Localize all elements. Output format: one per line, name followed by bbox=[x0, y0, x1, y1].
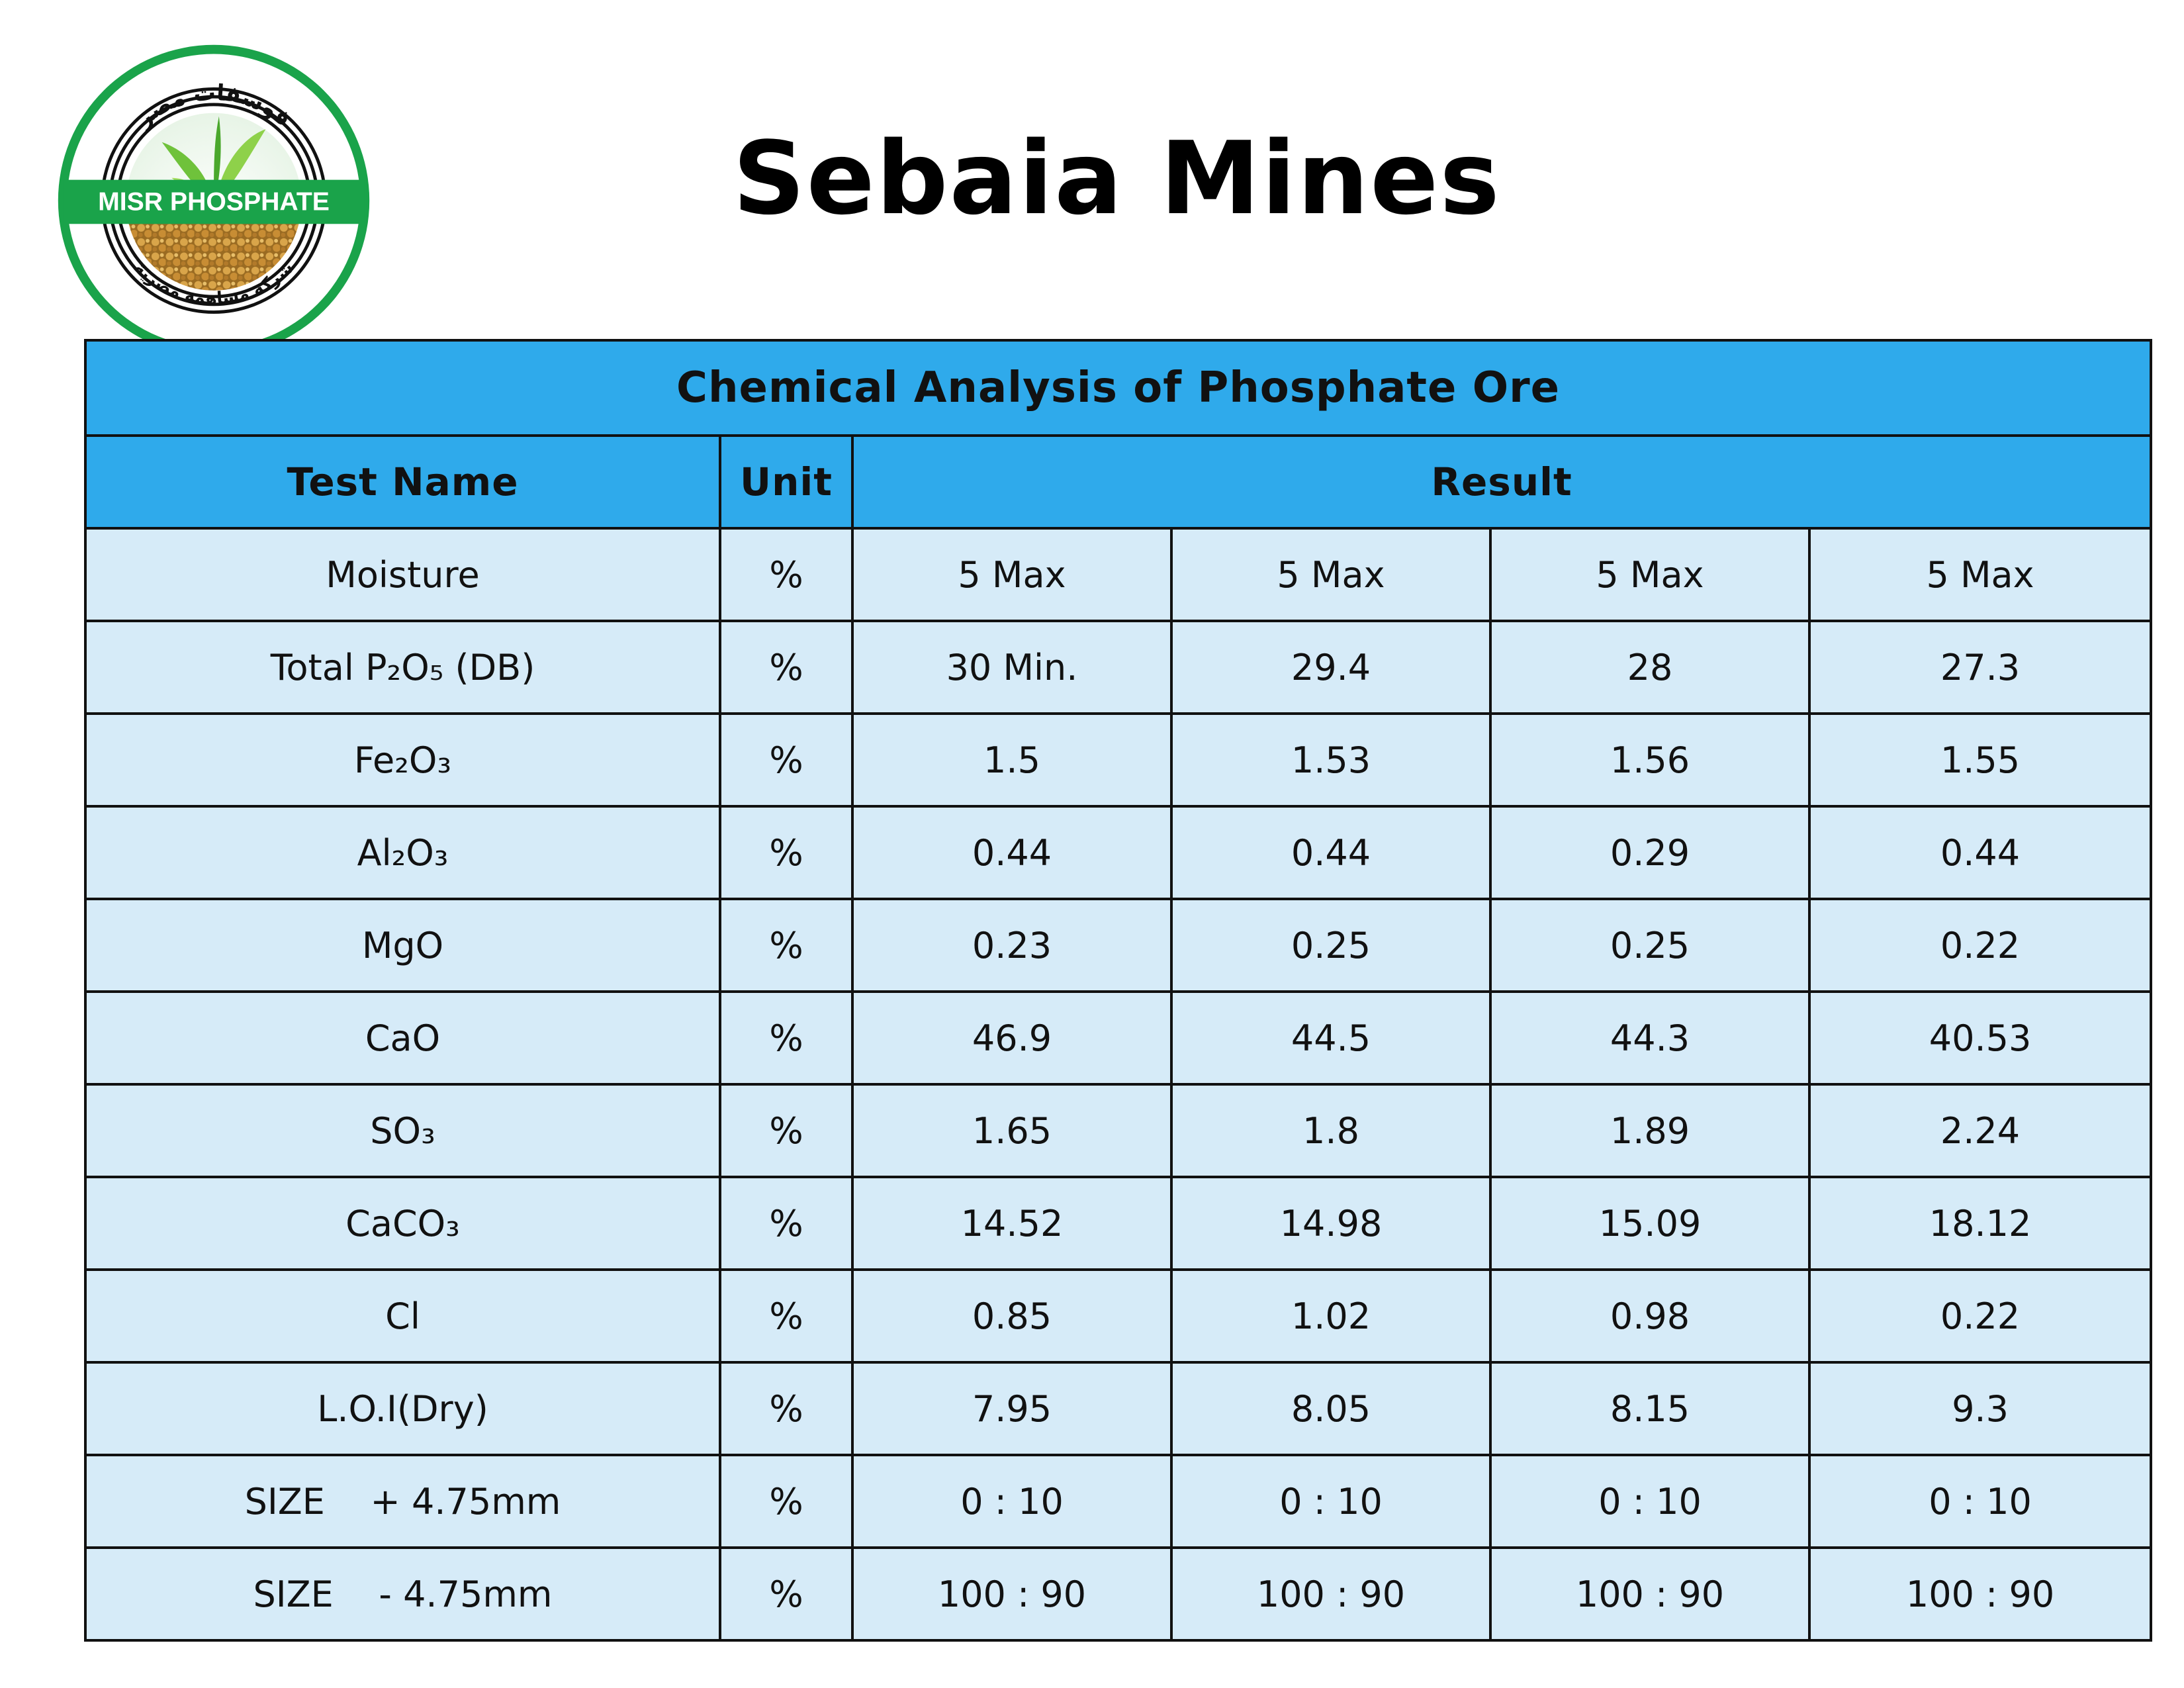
company-logo: MISR PHOSPHATE فوسفات مصر شركة مساهمة مص… bbox=[52, 38, 376, 363]
unit-cell: % bbox=[719, 1361, 854, 1456]
page-title: Sebaia Mines bbox=[733, 120, 1501, 237]
result-cell: 5 Max bbox=[1807, 527, 2153, 622]
result-cell: 15.09 bbox=[1489, 1176, 1811, 1271]
test-name-cell: SIZE + 4.75mm bbox=[84, 1454, 721, 1549]
table-caption-row: Chemical Analysis of Phosphate Ore bbox=[83, 339, 2153, 437]
test-name-cell: CaCO₃ bbox=[84, 1176, 721, 1271]
result-cell: 0.85 bbox=[851, 1268, 1173, 1364]
unit-cell: % bbox=[719, 1546, 854, 1642]
result-cell: 28 bbox=[1489, 620, 1811, 715]
logo-brand-text: MISR PHOSPHATE bbox=[98, 188, 330, 216]
result-cell: 8.05 bbox=[1170, 1361, 1492, 1456]
result-cell: 40.53 bbox=[1807, 990, 2153, 1086]
unit-cell: % bbox=[719, 1083, 854, 1178]
result-cell: 1.8 bbox=[1170, 1083, 1492, 1178]
header-result: Result bbox=[850, 434, 2153, 530]
unit-cell: % bbox=[719, 1268, 854, 1364]
result-cell: 9.3 bbox=[1807, 1361, 2153, 1456]
result-cell: 8.15 bbox=[1489, 1361, 1811, 1456]
test-name-cell: Moisture bbox=[84, 527, 721, 622]
result-cell: 1.53 bbox=[1170, 712, 1492, 808]
table-body: Moisture% 5 Max 5 Max 5 Max 5 Max Total P₂O₅ … bbox=[84, 527, 2153, 1642]
result-cell: 0.44 bbox=[1170, 805, 1492, 900]
test-name-cell: Al₂O₃ bbox=[84, 805, 721, 900]
result-cell: 30 Min. bbox=[851, 620, 1173, 715]
unit-cell: % bbox=[719, 805, 854, 900]
result-cell: 1.5 bbox=[851, 712, 1173, 808]
result-cell: 0.44 bbox=[1807, 805, 2153, 900]
table-row: Al₂O₃% 0.44 0.44 0.29 0.44 bbox=[84, 805, 2153, 900]
result-cell: 14.52 bbox=[851, 1176, 1173, 1271]
table-row: CaO% 46.9 44.5 44.3 40.53 bbox=[84, 990, 2153, 1086]
chemical-analysis-table: Chemical Analysis of Phosphate Ore Test … bbox=[83, 339, 2153, 1642]
result-cell: 0.23 bbox=[851, 898, 1173, 993]
unit-cell: % bbox=[719, 712, 854, 808]
unit-cell: % bbox=[719, 1176, 854, 1271]
result-cell: 0.29 bbox=[1489, 805, 1811, 900]
result-cell: 0.25 bbox=[1489, 898, 1811, 993]
result-cell: 0.25 bbox=[1170, 898, 1492, 993]
result-cell: 2.24 bbox=[1807, 1083, 2153, 1178]
result-cell: 44.3 bbox=[1489, 990, 1811, 1086]
table-row: CaCO₃% 14.52 14.98 15.09 18.12 bbox=[84, 1176, 2153, 1271]
result-cell: 46.9 bbox=[851, 990, 1173, 1086]
table-caption: Chemical Analysis of Phosphate Ore bbox=[83, 339, 2153, 437]
result-cell: 0 : 10 bbox=[1170, 1454, 1492, 1549]
header-test-name: Test Name bbox=[84, 434, 721, 530]
result-cell: 100 : 90 bbox=[1170, 1546, 1492, 1642]
header-unit: Unit bbox=[719, 434, 854, 530]
result-cell: 7.95 bbox=[851, 1361, 1173, 1456]
test-name-cell: L.O.I(Dry) bbox=[84, 1361, 721, 1456]
unit-cell: % bbox=[719, 620, 854, 715]
result-cell: 1.89 bbox=[1489, 1083, 1811, 1178]
test-name-cell: MgO bbox=[84, 898, 721, 993]
result-cell: 0 : 10 bbox=[851, 1454, 1173, 1549]
test-name-cell: CaO bbox=[84, 990, 721, 1086]
unit-cell: % bbox=[719, 1454, 854, 1549]
result-cell: 5 Max bbox=[851, 527, 1173, 622]
result-cell: 27.3 bbox=[1807, 620, 2153, 715]
result-cell: 5 Max bbox=[1170, 527, 1492, 622]
result-cell: 0.22 bbox=[1807, 898, 2153, 993]
result-cell: 0.22 bbox=[1807, 1268, 2153, 1364]
unit-cell: % bbox=[719, 527, 854, 622]
table-row: MgO% 0.23 0.25 0.25 0.22 bbox=[84, 898, 2153, 993]
result-cell: 1.02 bbox=[1170, 1268, 1492, 1364]
result-cell: 1.55 bbox=[1807, 712, 2153, 808]
table-row: SIZE - 4.75mm% 100 : 90 100 : 90 100 : 90 10… bbox=[84, 1546, 2153, 1642]
result-cell: 44.5 bbox=[1170, 990, 1492, 1086]
test-name-cell: SIZE - 4.75mm bbox=[84, 1546, 721, 1642]
table-row: SIZE + 4.75mm% 0 : 10 0 : 10 0 : 10 0 : 10 bbox=[84, 1454, 2153, 1549]
test-name-cell: SO₃ bbox=[84, 1083, 721, 1178]
test-name-cell: Cl bbox=[84, 1268, 721, 1364]
table-row: Total P₂O₅ (DB)% 30 Min. 29.4 28 27.3 bbox=[84, 620, 2153, 715]
result-cell: 0.44 bbox=[851, 805, 1173, 900]
table-header-row: Test Name Unit Result bbox=[84, 434, 2153, 530]
result-cell: 1.65 bbox=[851, 1083, 1173, 1178]
result-cell: 0 : 10 bbox=[1807, 1454, 2153, 1549]
result-cell: 18.12 bbox=[1807, 1176, 2153, 1271]
unit-cell: % bbox=[719, 898, 854, 993]
result-cell: 1.56 bbox=[1489, 712, 1811, 808]
table-row: Moisture% 5 Max 5 Max 5 Max 5 Max bbox=[84, 527, 2153, 622]
result-cell: 0 : 10 bbox=[1489, 1454, 1811, 1549]
result-cell: 100 : 90 bbox=[1807, 1546, 2153, 1642]
result-cell: 0.98 bbox=[1489, 1268, 1811, 1364]
result-cell: 100 : 90 bbox=[851, 1546, 1173, 1642]
test-name-cell: Fe₂O₃ bbox=[84, 712, 721, 808]
result-cell: 29.4 bbox=[1170, 620, 1492, 715]
table-row: L.O.I(Dry)% 7.95 8.05 8.15 9.3 bbox=[84, 1361, 2153, 1456]
result-cell: 5 Max bbox=[1489, 527, 1811, 622]
result-cell: 100 : 90 bbox=[1489, 1546, 1811, 1642]
table-row: SO₃% 1.65 1.8 1.89 2.24 bbox=[84, 1083, 2153, 1178]
table-row: Fe₂O₃% 1.5 1.53 1.56 1.55 bbox=[84, 712, 2153, 808]
unit-cell: % bbox=[719, 990, 854, 1086]
table-row: Cl% 0.85 1.02 0.98 0.22 bbox=[84, 1268, 2153, 1364]
test-name-cell: Total P₂O₅ (DB) bbox=[84, 620, 721, 715]
result-cell: 14.98 bbox=[1170, 1176, 1492, 1271]
